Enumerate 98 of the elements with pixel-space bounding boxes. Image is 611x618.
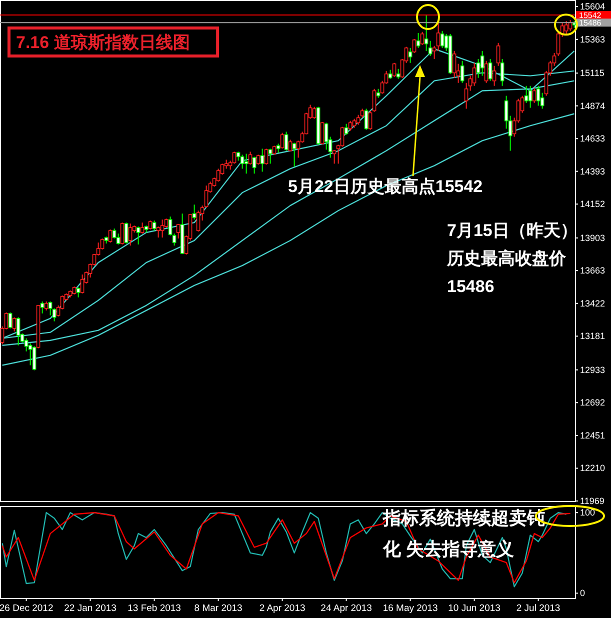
candlestick [264,148,268,166]
y-tick-label: 13663 [580,266,606,276]
candlestick [136,226,140,245]
candlestick [252,156,256,174]
candlestick [32,346,36,371]
x-tick-label: 24 Apr 2013 [320,603,372,614]
candlestick [480,50,484,76]
x-tick-label: 10 Jun 2013 [448,603,500,614]
candlestick [152,220,156,232]
candlestick [492,65,496,86]
candlestick [240,154,244,170]
candlestick [8,312,12,329]
y-tick-label: 14874 [580,100,606,111]
candlestick [48,300,52,316]
candlestick [160,219,164,238]
y-tick-label: 15604 [580,2,606,12]
y-tick-label: 14152 [580,199,606,210]
candlestick [248,151,252,166]
candlestick [256,154,260,166]
candlestick [496,42,500,66]
candlestick [80,274,84,294]
candlestick [140,222,144,234]
candlestick [320,122,324,145]
candlestick [12,316,16,332]
candlestick [452,50,456,78]
y-tick-label: 14393 [580,166,606,176]
x-tick-label: 26 Dec 2012 [0,603,54,614]
text: 7.16 道琼斯指数日线图 [16,33,190,52]
y-tick-label: 15115 [580,68,604,78]
candlestick [364,108,368,130]
candlestick [76,286,80,298]
x-tick-label: 22 Jan 2013 [64,603,116,614]
y-tick-label: 12692 [580,398,606,408]
y-tick-label: 0 [580,588,586,598]
candlestick [536,85,540,106]
candlestick [524,85,528,104]
candlestick [476,58,480,78]
candlestick [348,120,352,132]
candlestick [532,87,536,104]
x-tick-label: 8 Mar 2013 [194,603,242,614]
candlestick [484,60,488,84]
ref-line-label: 15486 [579,18,602,28]
x-tick-label: 2 Jul 2013 [516,603,560,614]
candlestick [216,168,220,182]
candlestick [420,31,424,46]
candlestick [440,30,444,48]
candlestick [564,20,568,34]
candlestick [324,122,328,150]
y-tick-label: 13903 [580,232,606,243]
x-tick-label: 13 Feb 2013 [128,603,181,614]
y-tick-label: 11969 [580,496,604,506]
candlestick [500,58,504,86]
line-series [2,113,575,366]
candlestick [408,47,412,64]
y-tick-label: 12451 [580,430,606,440]
candlestick [244,153,248,174]
candlestick [396,68,400,80]
candlestick [40,300,44,314]
annotation: 7月15日（昨天）历史最高收盘价15486 [446,221,578,296]
candlestick [288,139,292,152]
candlestick [292,142,296,168]
candlestick [124,222,128,244]
candlestick [368,110,372,130]
candlestick [16,316,20,346]
candlestick [176,224,180,239]
candlestick [28,342,32,366]
ref-line-label: 15542 [579,11,602,20]
candlestick [24,338,28,352]
y-tick-label: 15363 [580,34,606,44]
candlestick [460,60,464,84]
candlestick [412,38,416,54]
candlestick [416,32,420,48]
candlestick [120,222,124,245]
y-tick-label: 13422 [580,298,606,308]
y-tick-label: 14633 [580,134,606,144]
candlestick [128,223,132,246]
candlestick [464,82,468,110]
candlestick [312,106,316,120]
candlestick [260,148,264,172]
candlestick [280,132,284,150]
candlestick [528,85,532,108]
candlestick [372,88,376,112]
candlestick [356,114,360,126]
x-tick-label: 16 May 2013 [382,603,438,614]
candlestick [424,14,428,52]
candlestick [108,229,112,244]
y-tick-label: 12933 [580,364,606,375]
x-tick-label: 2 Apr 2013 [259,603,306,614]
candlestick [392,62,396,78]
y-tick-label: 13181 [580,331,606,342]
candlestick [284,131,288,152]
candlestick [488,58,492,82]
candlestick [192,204,196,220]
y-tick-label: 12210 [580,463,606,474]
candlestick [344,123,348,136]
candlestick [196,210,200,232]
y-tick-label: 100 [580,508,596,518]
candlestick [156,226,160,238]
